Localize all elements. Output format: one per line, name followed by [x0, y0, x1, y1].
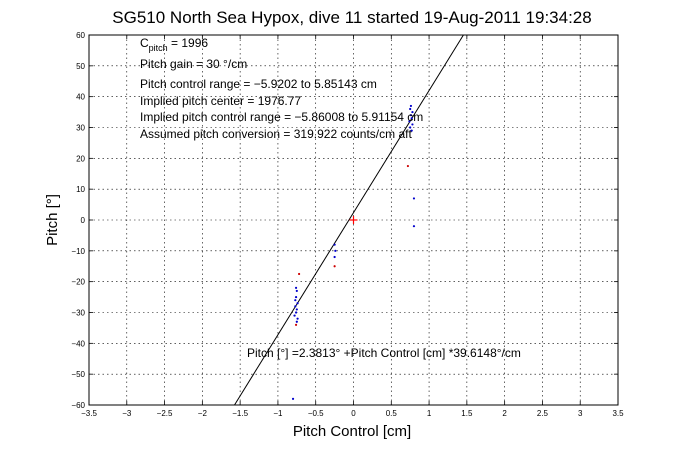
data-point — [409, 107, 412, 111]
axis-ticks: −3.5 −3 −2.5 −2 −1.5 −1 −0.5 0 0.5 1 1.5 2 2.5 3 3.5 −6… — [71, 31, 624, 418]
x-tick-label: 0.5 — [386, 409, 398, 418]
annotation-implied-pitch-center: Implied pitch center = 1976.77 — [140, 94, 301, 108]
data-point — [411, 110, 414, 114]
x-tick-label: −1 — [273, 409, 283, 418]
data-point — [291, 397, 295, 400]
y-tick-label: −20 — [71, 278, 85, 287]
y-tick-label: 40 — [76, 93, 85, 102]
data-point — [297, 272, 301, 276]
x-tick-label: 1 — [427, 409, 432, 418]
y-tick-label: 10 — [76, 185, 85, 194]
data-point — [411, 123, 414, 126]
fit-line — [234, 34, 464, 406]
plot-frame — [88, 34, 619, 406]
chart-title: SG510 North Sea Hypox, dive 11 started 1… — [112, 8, 591, 27]
data-point — [296, 302, 299, 305]
data-point — [294, 305, 297, 308]
data-point — [333, 255, 336, 259]
data-point — [294, 311, 298, 314]
data-point — [295, 320, 298, 323]
grid-lines — [89, 35, 618, 405]
data-point — [409, 104, 413, 108]
x-tick-label: −3.5 — [81, 409, 97, 418]
x-tick-label: −0.5 — [308, 409, 324, 418]
y-tick-label: 20 — [76, 154, 85, 163]
annotation-cpitch: Cpitch = 1996 — [140, 36, 208, 53]
x-tick-label: 0 — [351, 409, 356, 418]
y-tick-label: 50 — [76, 62, 85, 71]
data-point — [412, 197, 416, 200]
x-tick-label: 3.5 — [612, 409, 624, 418]
data-point — [294, 299, 297, 302]
y-tick-label: −30 — [71, 309, 85, 318]
fit-equation: Pitch [°] =2.3813° +Pitch Control [cm] *… — [247, 346, 521, 360]
info-annotations: Cpitch = 1996 Pitch gain = 30 °/cm Pitch… — [140, 36, 423, 141]
y-tick-label: −60 — [71, 401, 85, 410]
annotation-pitch-conversion: Assumed pitch conversion = 319.922 count… — [140, 127, 412, 141]
data-point — [294, 323, 298, 326]
data-point — [408, 120, 411, 123]
data-point — [295, 308, 298, 311]
data-point — [410, 117, 413, 120]
x-tick-label: −3 — [122, 409, 132, 418]
annotation-cpitch-sub: pitch — [149, 43, 168, 53]
x-tick-label: −1.5 — [232, 409, 248, 418]
annotation-cpitch-value: = 1996 — [168, 36, 209, 50]
data-point — [409, 126, 412, 129]
data-point — [333, 265, 336, 268]
data-points — [291, 104, 416, 400]
y-tick-label: 60 — [76, 31, 85, 40]
data-point — [296, 317, 299, 320]
data-point — [406, 164, 410, 168]
x-tick-label: −2 — [198, 409, 208, 418]
x-tick-label: −2.5 — [157, 409, 173, 418]
y-tick-label: 30 — [76, 124, 85, 133]
y-tick-label: −10 — [71, 247, 85, 256]
data-point — [295, 289, 298, 293]
data-point — [294, 286, 298, 289]
y-tick-label: −50 — [71, 370, 85, 379]
y-tick-label: 0 — [81, 216, 86, 225]
data-point — [333, 243, 336, 246]
fit-line-layer — [234, 34, 464, 406]
y-axis-label: Pitch [°] — [44, 194, 61, 246]
data-point — [410, 129, 413, 132]
y-tick-label: −40 — [71, 339, 85, 348]
annotation-implied-control-range: Implied pitch control range = −5.86008 t… — [140, 110, 423, 124]
x-axis-label: Pitch Control [cm] — [293, 423, 411, 440]
annotation-pitch-gain: Pitch gain = 30 °/cm — [140, 57, 247, 71]
x-tick-label: 2 — [502, 409, 507, 418]
annotation-cpitch-main: C — [140, 36, 149, 50]
x-tick-label: 2.5 — [537, 409, 549, 418]
x-tick-label: 3 — [578, 409, 583, 418]
x-tick-label: 1.5 — [461, 409, 473, 418]
data-point — [334, 249, 337, 252]
data-point — [294, 295, 298, 299]
data-point — [409, 114, 413, 117]
data-point — [412, 225, 416, 228]
annotation-pitch-control-range: Pitch control range = −5.9202 to 5.85143… — [140, 77, 377, 91]
data-point — [293, 314, 296, 317]
